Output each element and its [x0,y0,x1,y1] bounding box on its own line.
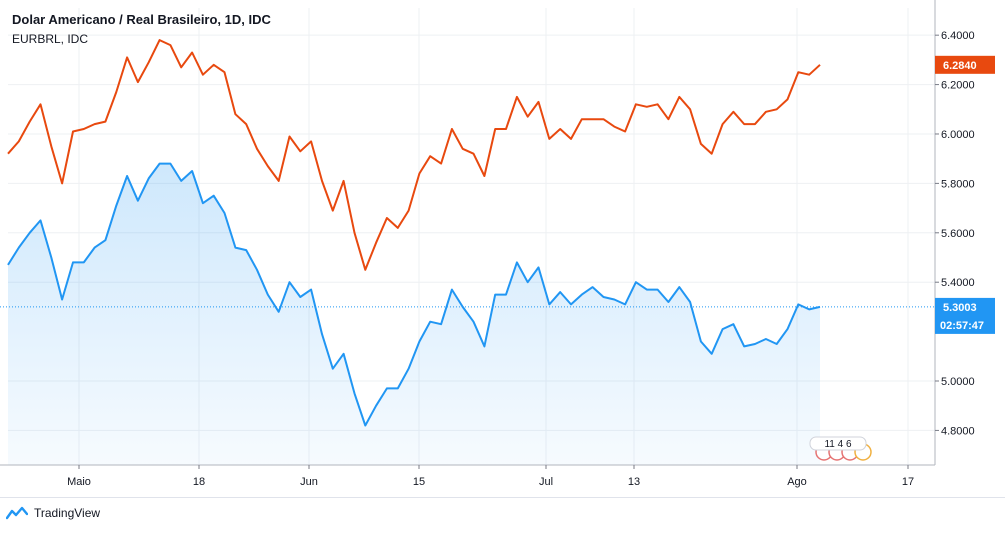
x-tick-label: 15 [413,476,425,488]
chart-title: Dolar Americano / Real Brasileiro, 1D, I… [12,12,271,27]
y-tick-label: 6.4000 [941,30,975,42]
footer: TradingView [6,503,100,523]
x-tick-label: 17 [902,476,914,488]
price-labels: 6.2840 5.3003 02:57:47 [935,56,995,334]
y-axis-ticks: 6.4000 6.2000 6.0000 5.8000 5.6000 5.4000 5.00… [935,30,975,437]
y-tick-label: 5.0000 [941,376,975,388]
area-fill [8,164,820,465]
x-tick-label: 13 [628,476,640,488]
usdbrl-price-label: 5.3003 [943,302,977,314]
y-tick-label: 6.0000 [941,129,975,141]
chart-subtitle: EURBRL, IDC [12,32,88,46]
x-tick-label: Jun [300,476,318,488]
event-count-label: 11 4 6 [824,439,851,450]
x-tick-label: 18 [193,476,205,488]
y-tick-label: 5.6000 [941,228,975,240]
x-axis-ticks: Maio 18 Jun 15 Jul 13 Ago 17 [67,465,914,488]
y-tick-label: 5.8000 [941,178,975,190]
tradingview-logo-icon[interactable] [6,506,28,520]
usdbrl-area [8,164,820,465]
x-tick-label: Ago [787,476,807,488]
x-tick-label: Maio [67,476,91,488]
y-tick-label: 5.4000 [941,277,975,289]
countdown-label: 02:57:47 [940,320,984,332]
events-badge[interactable]: 11 4 6 [810,437,871,460]
brand-name[interactable]: TradingView [34,506,100,520]
eurbrl-price-label: 6.2840 [943,60,977,72]
y-tick-label: 6.2000 [941,80,975,92]
y-tick-label: 4.8000 [941,425,975,437]
x-tick-label: Jul [539,476,553,488]
footer-divider [0,497,1005,498]
